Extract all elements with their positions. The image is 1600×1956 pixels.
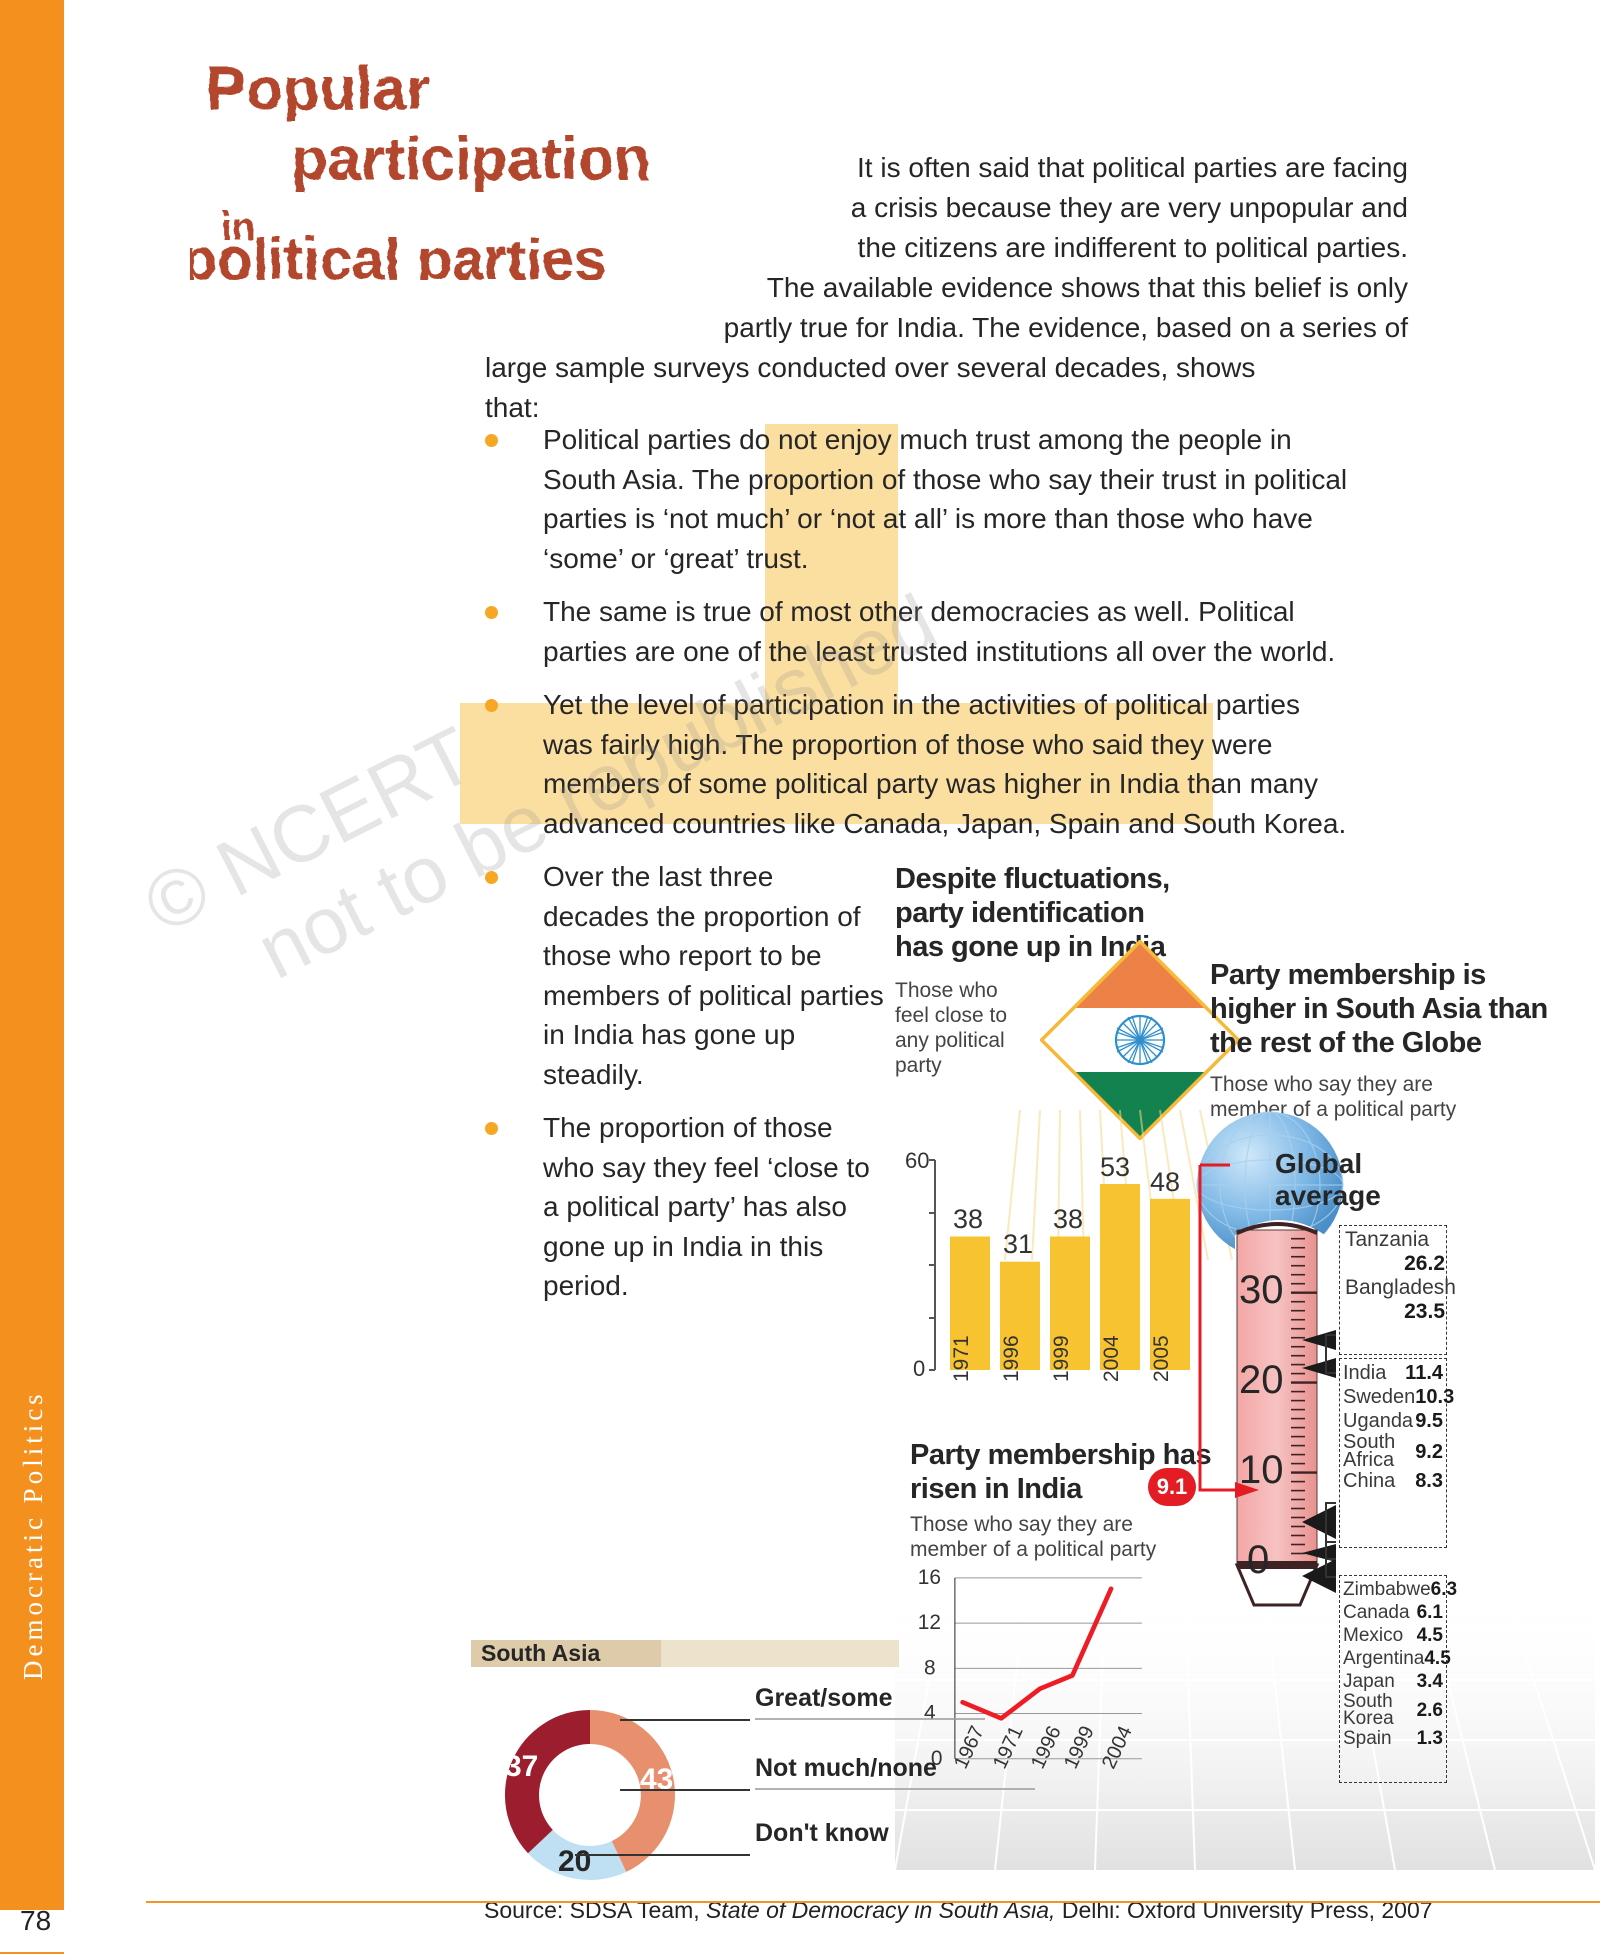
svg-text:16: 16 [918,1566,941,1589]
svg-text:0: 0 [1247,1538,1269,1582]
svg-text:8: 8 [924,1657,936,1680]
svg-text:Popular: Popular [205,54,428,121]
svg-text:4: 4 [924,1701,936,1724]
svg-text:12: 12 [918,1611,941,1634]
svg-text:0: 0 [913,1356,925,1381]
